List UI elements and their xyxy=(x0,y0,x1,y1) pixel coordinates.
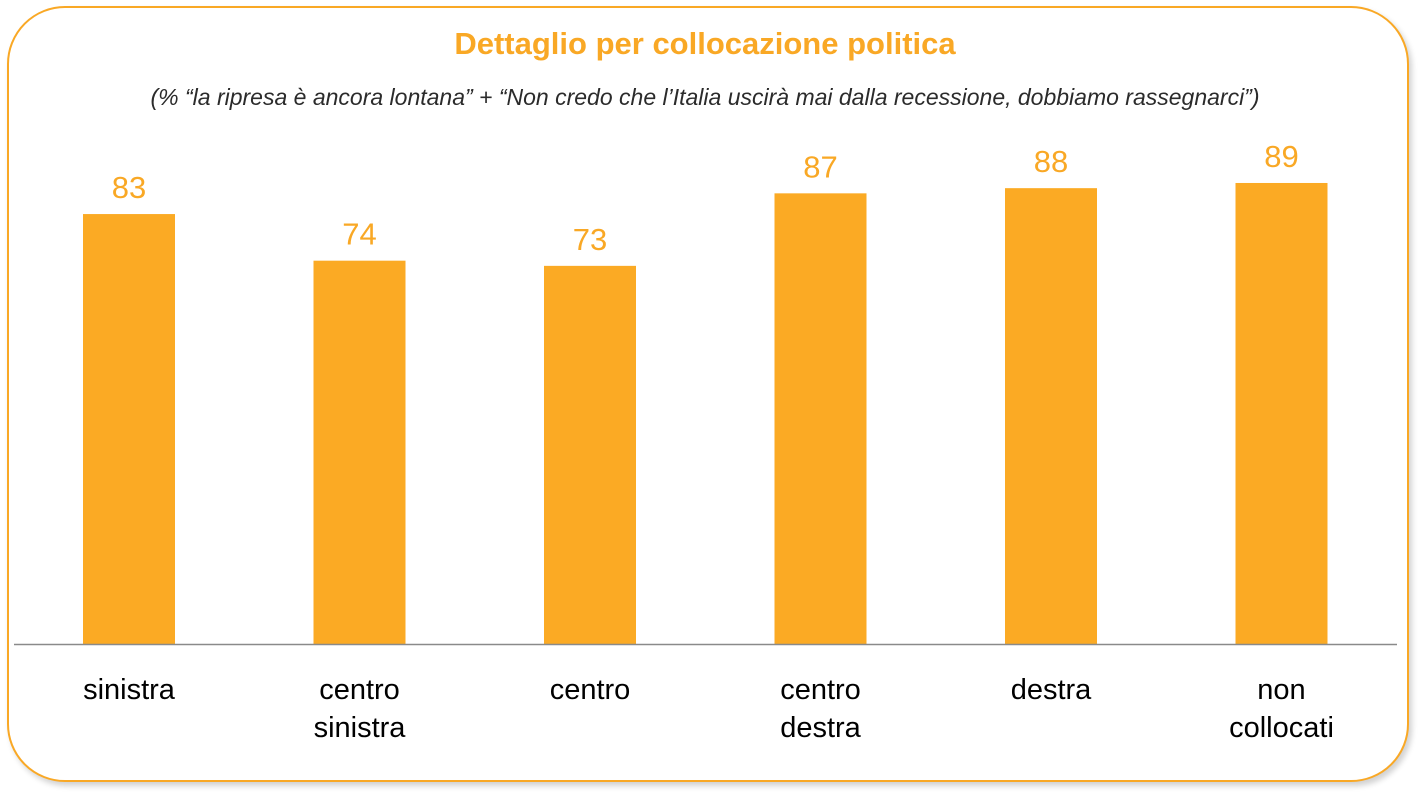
category-label-line: centro xyxy=(319,674,400,706)
bar xyxy=(313,260,406,644)
bar xyxy=(1005,188,1097,644)
category-label-line: sinistra xyxy=(83,674,176,706)
category-label: centro sinistra xyxy=(314,674,407,744)
bar xyxy=(774,193,867,644)
category-label-line: non xyxy=(1257,674,1305,706)
data-label: 73 xyxy=(573,222,607,257)
chart-title: Dettaglio per collocazione politica xyxy=(454,26,956,61)
category-label: centro destra xyxy=(780,674,861,744)
category-label-line: destra xyxy=(780,712,861,744)
category-label-line: collocati xyxy=(1229,712,1334,744)
category-label-line: centro xyxy=(550,674,631,706)
category-label: destra xyxy=(1011,674,1092,706)
data-label: 87 xyxy=(803,149,837,184)
category-label-line: sinistra xyxy=(314,712,407,744)
category-label-line: centro xyxy=(780,674,861,706)
data-label: 88 xyxy=(1034,144,1068,179)
chart-frame xyxy=(7,6,1409,782)
category-label: centro xyxy=(550,674,631,706)
category-label: non collocati xyxy=(1229,674,1334,744)
bar xyxy=(544,265,636,644)
category-label-line: destra xyxy=(1011,674,1092,706)
bar xyxy=(1235,182,1328,645)
category-label: sinistra xyxy=(83,674,176,706)
chart-subtitle: (% “la ripresa è ancora lontana” + “Non … xyxy=(150,84,1260,110)
bar xyxy=(83,214,175,644)
data-label: 89 xyxy=(1264,139,1298,174)
data-label: 74 xyxy=(342,217,376,252)
data-label: 83 xyxy=(112,170,146,205)
